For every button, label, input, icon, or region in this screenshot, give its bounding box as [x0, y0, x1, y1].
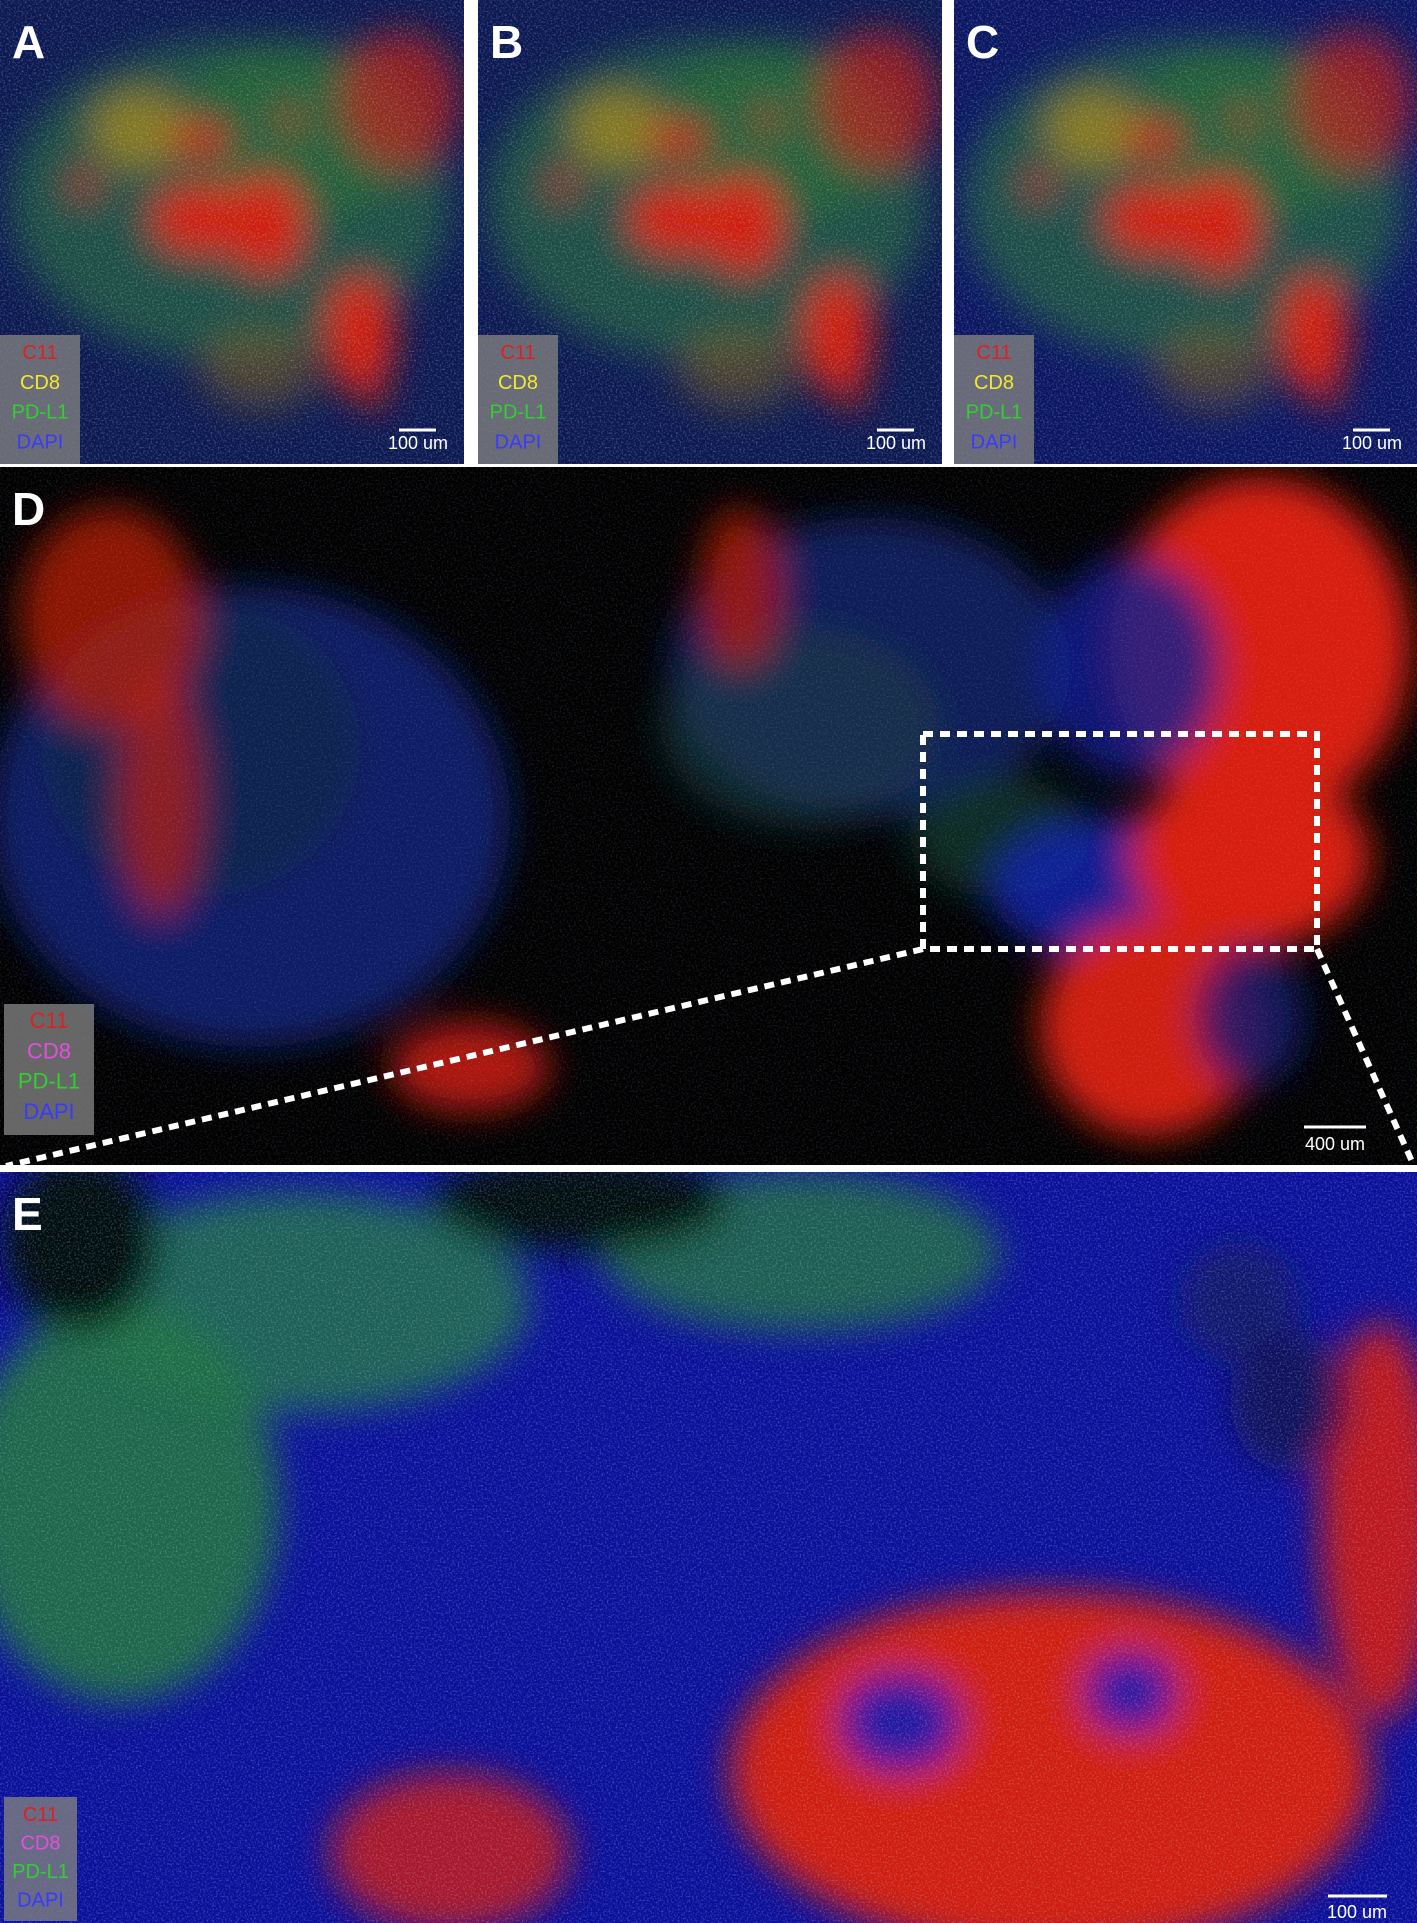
- scale-bar-label: 400 um: [1305, 1134, 1365, 1154]
- legend-label: C11: [30, 1008, 69, 1033]
- legend-label: PD-L1: [490, 402, 547, 424]
- zoom-line: [1314, 947, 1417, 1168]
- micrograph: [0, 467, 1417, 1165]
- scale-bar-label: 100 um: [1342, 433, 1402, 453]
- legend-label: DAPI: [971, 431, 1018, 453]
- panel-label: E: [12, 1188, 43, 1240]
- panel: D C11 CD8 PD-L1 DAPI 400 um: [0, 467, 1417, 1165]
- legend-box: [4, 1004, 94, 1135]
- micrograph: [478, 0, 942, 464]
- micrograph: [0, 1172, 1417, 1923]
- legend-label: DAPI: [495, 431, 542, 453]
- zoom-region: [920, 731, 1320, 952]
- scale-bar-label: 100 um: [388, 433, 448, 453]
- legend-box: [478, 335, 558, 464]
- legend-label: DAPI: [17, 431, 64, 453]
- legend-label: CD8: [974, 372, 1014, 394]
- legend-label: CD8: [27, 1038, 71, 1063]
- panel: C C11 CD8 PD-L1 DAPI 100 um: [954, 0, 1417, 464]
- legend-label: C11: [976, 342, 1011, 364]
- legend-label: CD8: [20, 1833, 60, 1855]
- panel: B C11 CD8 PD-L1 DAPI 100 um: [478, 0, 942, 464]
- panel: A C11 CD8 PD-L1 DAPI 100 um: [0, 0, 464, 464]
- legend-label: PD-L1: [18, 1069, 80, 1094]
- panel-label: D: [12, 483, 45, 535]
- texture: [0, 1172, 1417, 1923]
- panel-label: A: [12, 16, 45, 68]
- legend-box: [4, 1797, 77, 1921]
- legend-label: PD-L1: [12, 402, 69, 424]
- scale-bar-label: 100 um: [866, 433, 926, 453]
- legend-label: CD8: [498, 372, 538, 394]
- legend-label: C11: [22, 342, 57, 364]
- legend-label: C11: [23, 1804, 58, 1826]
- texture: [0, 467, 1417, 1165]
- legend-box: [0, 335, 80, 464]
- panel-label: B: [490, 16, 523, 68]
- scale-bar-label: 100 um: [1327, 1902, 1387, 1922]
- legend-label: PD-L1: [966, 402, 1023, 424]
- panel-label: C: [966, 16, 999, 68]
- legend-label: DAPI: [17, 1890, 64, 1912]
- legend-label: CD8: [20, 372, 60, 394]
- legend-label: PD-L1: [12, 1861, 69, 1883]
- micrograph: [0, 0, 464, 464]
- legend-box: [954, 335, 1034, 464]
- zoom-line: [5, 946, 924, 1169]
- panel: E C11 CD8 PD-L1 DAPI 100 um: [0, 1172, 1417, 1923]
- legend-label: C11: [500, 342, 535, 364]
- legend-label: DAPI: [23, 1099, 74, 1124]
